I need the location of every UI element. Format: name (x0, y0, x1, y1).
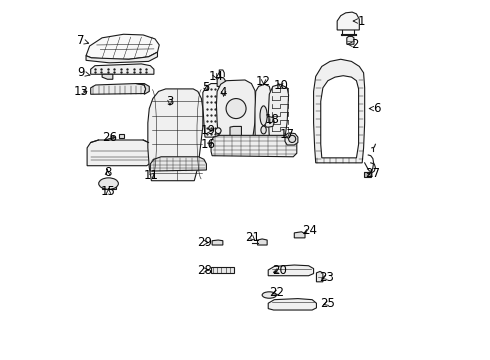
Text: 15: 15 (101, 185, 116, 198)
Polygon shape (321, 76, 359, 158)
Polygon shape (268, 84, 289, 152)
Polygon shape (91, 64, 154, 74)
Text: 1: 1 (353, 14, 365, 27)
Circle shape (215, 128, 221, 134)
Polygon shape (314, 59, 365, 163)
Polygon shape (148, 89, 203, 181)
Polygon shape (285, 133, 298, 145)
Text: 21: 21 (245, 231, 260, 244)
Polygon shape (268, 265, 314, 276)
Text: 9: 9 (77, 66, 90, 79)
Text: 28: 28 (197, 264, 213, 276)
Circle shape (289, 135, 296, 143)
Text: 7: 7 (77, 34, 89, 47)
Polygon shape (230, 126, 242, 137)
Polygon shape (203, 84, 220, 137)
Text: 22: 22 (269, 286, 284, 299)
Polygon shape (347, 36, 354, 44)
Polygon shape (102, 74, 113, 79)
Polygon shape (265, 116, 274, 127)
Text: 20: 20 (272, 264, 288, 276)
Text: 2: 2 (348, 38, 359, 51)
Polygon shape (212, 240, 223, 245)
Text: 11: 11 (144, 169, 159, 182)
Text: 19: 19 (201, 124, 216, 137)
Polygon shape (211, 135, 297, 157)
Polygon shape (268, 298, 317, 310)
Polygon shape (217, 80, 256, 152)
Text: 6: 6 (369, 102, 381, 115)
Polygon shape (258, 239, 267, 245)
Text: 4: 4 (220, 86, 227, 99)
Polygon shape (136, 84, 149, 94)
Text: 10: 10 (273, 79, 288, 92)
Polygon shape (364, 172, 371, 177)
Polygon shape (91, 84, 146, 94)
Text: 18: 18 (264, 113, 279, 126)
Text: 24: 24 (302, 224, 317, 237)
Text: 13: 13 (73, 85, 88, 98)
Text: 27: 27 (366, 167, 380, 180)
Text: 14: 14 (208, 70, 223, 83)
Text: 16: 16 (201, 139, 216, 152)
Text: 23: 23 (319, 271, 334, 284)
Polygon shape (102, 186, 116, 189)
Polygon shape (337, 12, 359, 30)
Text: 17: 17 (280, 128, 294, 141)
Polygon shape (150, 157, 206, 171)
Text: 25: 25 (320, 297, 335, 310)
Circle shape (226, 99, 246, 118)
Ellipse shape (261, 126, 266, 134)
Polygon shape (119, 134, 124, 138)
Text: 26: 26 (102, 131, 118, 144)
Polygon shape (255, 84, 270, 146)
Text: 29: 29 (197, 236, 213, 249)
Polygon shape (86, 34, 159, 59)
Text: 5: 5 (202, 81, 209, 94)
Ellipse shape (260, 106, 267, 126)
Polygon shape (294, 232, 305, 238)
Text: 3: 3 (166, 95, 173, 108)
Polygon shape (217, 77, 225, 86)
Polygon shape (86, 52, 157, 63)
Ellipse shape (98, 178, 119, 189)
Text: 8: 8 (104, 166, 111, 179)
Polygon shape (317, 271, 323, 282)
Polygon shape (87, 140, 151, 166)
Ellipse shape (262, 292, 276, 298)
Polygon shape (211, 267, 234, 273)
Text: 12: 12 (256, 75, 271, 88)
